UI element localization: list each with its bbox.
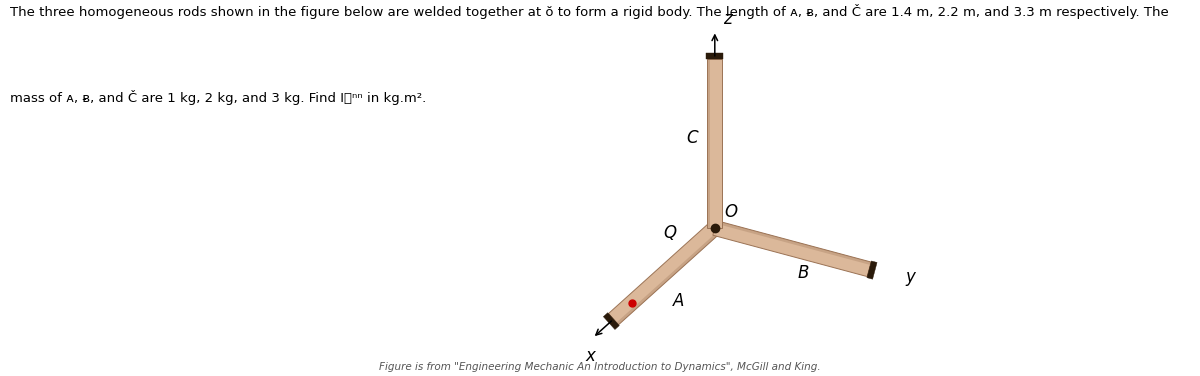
Text: A: A	[673, 292, 684, 310]
Polygon shape	[866, 261, 877, 279]
Polygon shape	[617, 231, 720, 325]
Text: y: y	[906, 268, 916, 286]
Text: x: x	[586, 347, 595, 365]
Text: Q: Q	[664, 224, 677, 242]
Polygon shape	[707, 59, 710, 228]
Polygon shape	[713, 221, 871, 277]
Text: z: z	[724, 10, 732, 28]
Text: mass of ᴀ, ᴃ, and Č are 1 kg, 2 kg, and 3 kg. Find Iᵯⁿⁿ in kg.m².: mass of ᴀ, ᴃ, and Č are 1 kg, 2 kg, and …	[10, 90, 426, 105]
Text: C: C	[686, 129, 698, 147]
Text: B: B	[798, 264, 809, 282]
Polygon shape	[707, 59, 722, 228]
Polygon shape	[604, 313, 619, 329]
Polygon shape	[716, 221, 871, 265]
Text: O: O	[725, 203, 737, 221]
Text: The three homogeneous rods shown in the figure below are welded together at ŏ to: The three homogeneous rods shown in the …	[10, 4, 1169, 19]
Polygon shape	[706, 53, 724, 59]
Polygon shape	[608, 222, 720, 325]
Text: Figure is from "Engineering Mechanic An Introduction to Dynamics", McGill and Ki: Figure is from "Engineering Mechanic An …	[379, 362, 821, 372]
